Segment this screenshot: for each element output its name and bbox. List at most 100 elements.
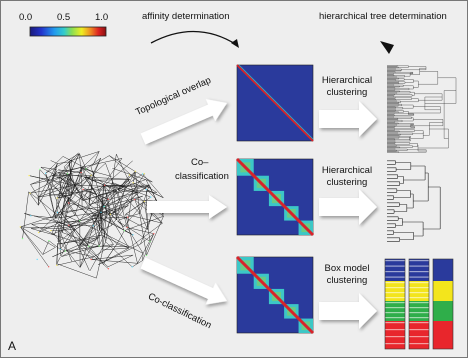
network-node bbox=[103, 184, 106, 186]
network-node bbox=[111, 167, 113, 169]
network-node bbox=[128, 174, 131, 176]
network-node bbox=[145, 254, 148, 257]
method-hier1-line2: clustering bbox=[326, 87, 368, 98]
box-model-result bbox=[384, 258, 454, 350]
method-hier2-line2: clustering bbox=[326, 177, 368, 188]
arrow-co-classification-lower bbox=[140, 257, 227, 305]
network-node bbox=[142, 173, 144, 175]
network-edges bbox=[20, 151, 165, 279]
network-node bbox=[107, 198, 109, 200]
network-node bbox=[145, 188, 147, 191]
network-node bbox=[149, 240, 151, 243]
network-node bbox=[143, 173, 145, 175]
network-node bbox=[56, 169, 59, 171]
network-node bbox=[143, 200, 146, 203]
network-node bbox=[103, 205, 105, 208]
network-node bbox=[50, 229, 52, 232]
dendrogram-co-classification bbox=[387, 160, 441, 242]
network-node bbox=[132, 182, 134, 184]
network-node bbox=[85, 168, 87, 170]
network-node bbox=[163, 214, 165, 216]
matrix-co-classification-lower bbox=[235, 255, 315, 335]
matrix-topological-overlap bbox=[236, 64, 314, 142]
network-node bbox=[88, 245, 90, 247]
network-node bbox=[28, 174, 30, 177]
arrow-box-model bbox=[319, 293, 377, 329]
network-node bbox=[66, 173, 69, 175]
network-node bbox=[131, 266, 133, 268]
network-node bbox=[96, 194, 99, 196]
network-node bbox=[133, 198, 136, 201]
network-node bbox=[48, 240, 50, 242]
affinity-curved-arrow bbox=[150, 30, 238, 46]
network-node bbox=[90, 174, 92, 176]
network-node bbox=[79, 220, 81, 222]
network-node bbox=[116, 189, 119, 192]
network-node bbox=[30, 215, 32, 217]
network-node bbox=[19, 226, 21, 228]
matrix-co-classification bbox=[235, 157, 315, 237]
colorbar-tick-2: 1.0 bbox=[95, 12, 109, 23]
network-node bbox=[126, 226, 128, 229]
network-node bbox=[48, 266, 50, 268]
affinity-curved-arrow-head bbox=[231, 39, 239, 48]
network-node bbox=[107, 268, 110, 270]
network-node bbox=[98, 245, 100, 247]
method-box-line1: Box model bbox=[324, 263, 370, 274]
network-node bbox=[59, 248, 61, 251]
network-node bbox=[36, 258, 38, 261]
tree-arrow-head bbox=[380, 41, 394, 54]
network-node bbox=[68, 224, 70, 226]
network-node bbox=[92, 225, 95, 227]
edge-label-co: Co– bbox=[191, 157, 209, 168]
arrow-hierarchical-2 bbox=[319, 189, 377, 225]
network-node bbox=[56, 197, 58, 199]
network-node bbox=[37, 231, 40, 234]
network-node bbox=[56, 241, 59, 244]
network-node bbox=[29, 192, 31, 194]
edge-label-classification: classification bbox=[175, 171, 229, 182]
network-node bbox=[150, 196, 152, 198]
method-box-line2: clustering bbox=[326, 275, 368, 286]
tree-header: hierarchical tree determination bbox=[319, 11, 447, 22]
panel-label: A bbox=[8, 339, 17, 353]
network-node bbox=[109, 213, 112, 215]
dendrogram-topological-overlap bbox=[387, 65, 457, 153]
network-node bbox=[51, 218, 53, 220]
network-node bbox=[82, 188, 84, 191]
colorbar-tick-1: 0.5 bbox=[57, 12, 71, 23]
network-node bbox=[134, 170, 136, 172]
arrow-co-classification bbox=[147, 195, 227, 219]
network-node bbox=[90, 258, 92, 261]
network-node bbox=[98, 230, 101, 232]
network-node bbox=[44, 172, 47, 174]
network-node bbox=[89, 270, 91, 272]
network-node bbox=[100, 211, 102, 213]
network-node bbox=[56, 264, 58, 266]
network-node bbox=[39, 168, 41, 171]
network-node bbox=[39, 166, 41, 168]
network-node bbox=[116, 219, 118, 222]
network-node bbox=[80, 171, 82, 174]
network-node bbox=[153, 233, 155, 235]
network-node bbox=[21, 237, 24, 240]
network-graph bbox=[19, 151, 165, 279]
network-node bbox=[123, 230, 126, 232]
affinity-header: affinity determination bbox=[142, 11, 230, 22]
network-node bbox=[68, 202, 70, 204]
network-node bbox=[60, 256, 62, 258]
colorbar bbox=[29, 26, 107, 37]
network-node bbox=[56, 211, 59, 214]
method-hier1-line1: Hierarchical bbox=[321, 75, 373, 86]
arrow-topological-overlap bbox=[140, 99, 228, 145]
network-node bbox=[68, 195, 70, 198]
network-node bbox=[58, 223, 60, 225]
network-node bbox=[64, 250, 66, 252]
colorbar-tick-0: 0.0 bbox=[19, 12, 33, 23]
arrow-hierarchical-1 bbox=[319, 101, 377, 137]
network-node bbox=[132, 234, 134, 236]
network-node bbox=[127, 216, 129, 218]
method-hier2-line1: Hierarchical bbox=[321, 165, 373, 176]
